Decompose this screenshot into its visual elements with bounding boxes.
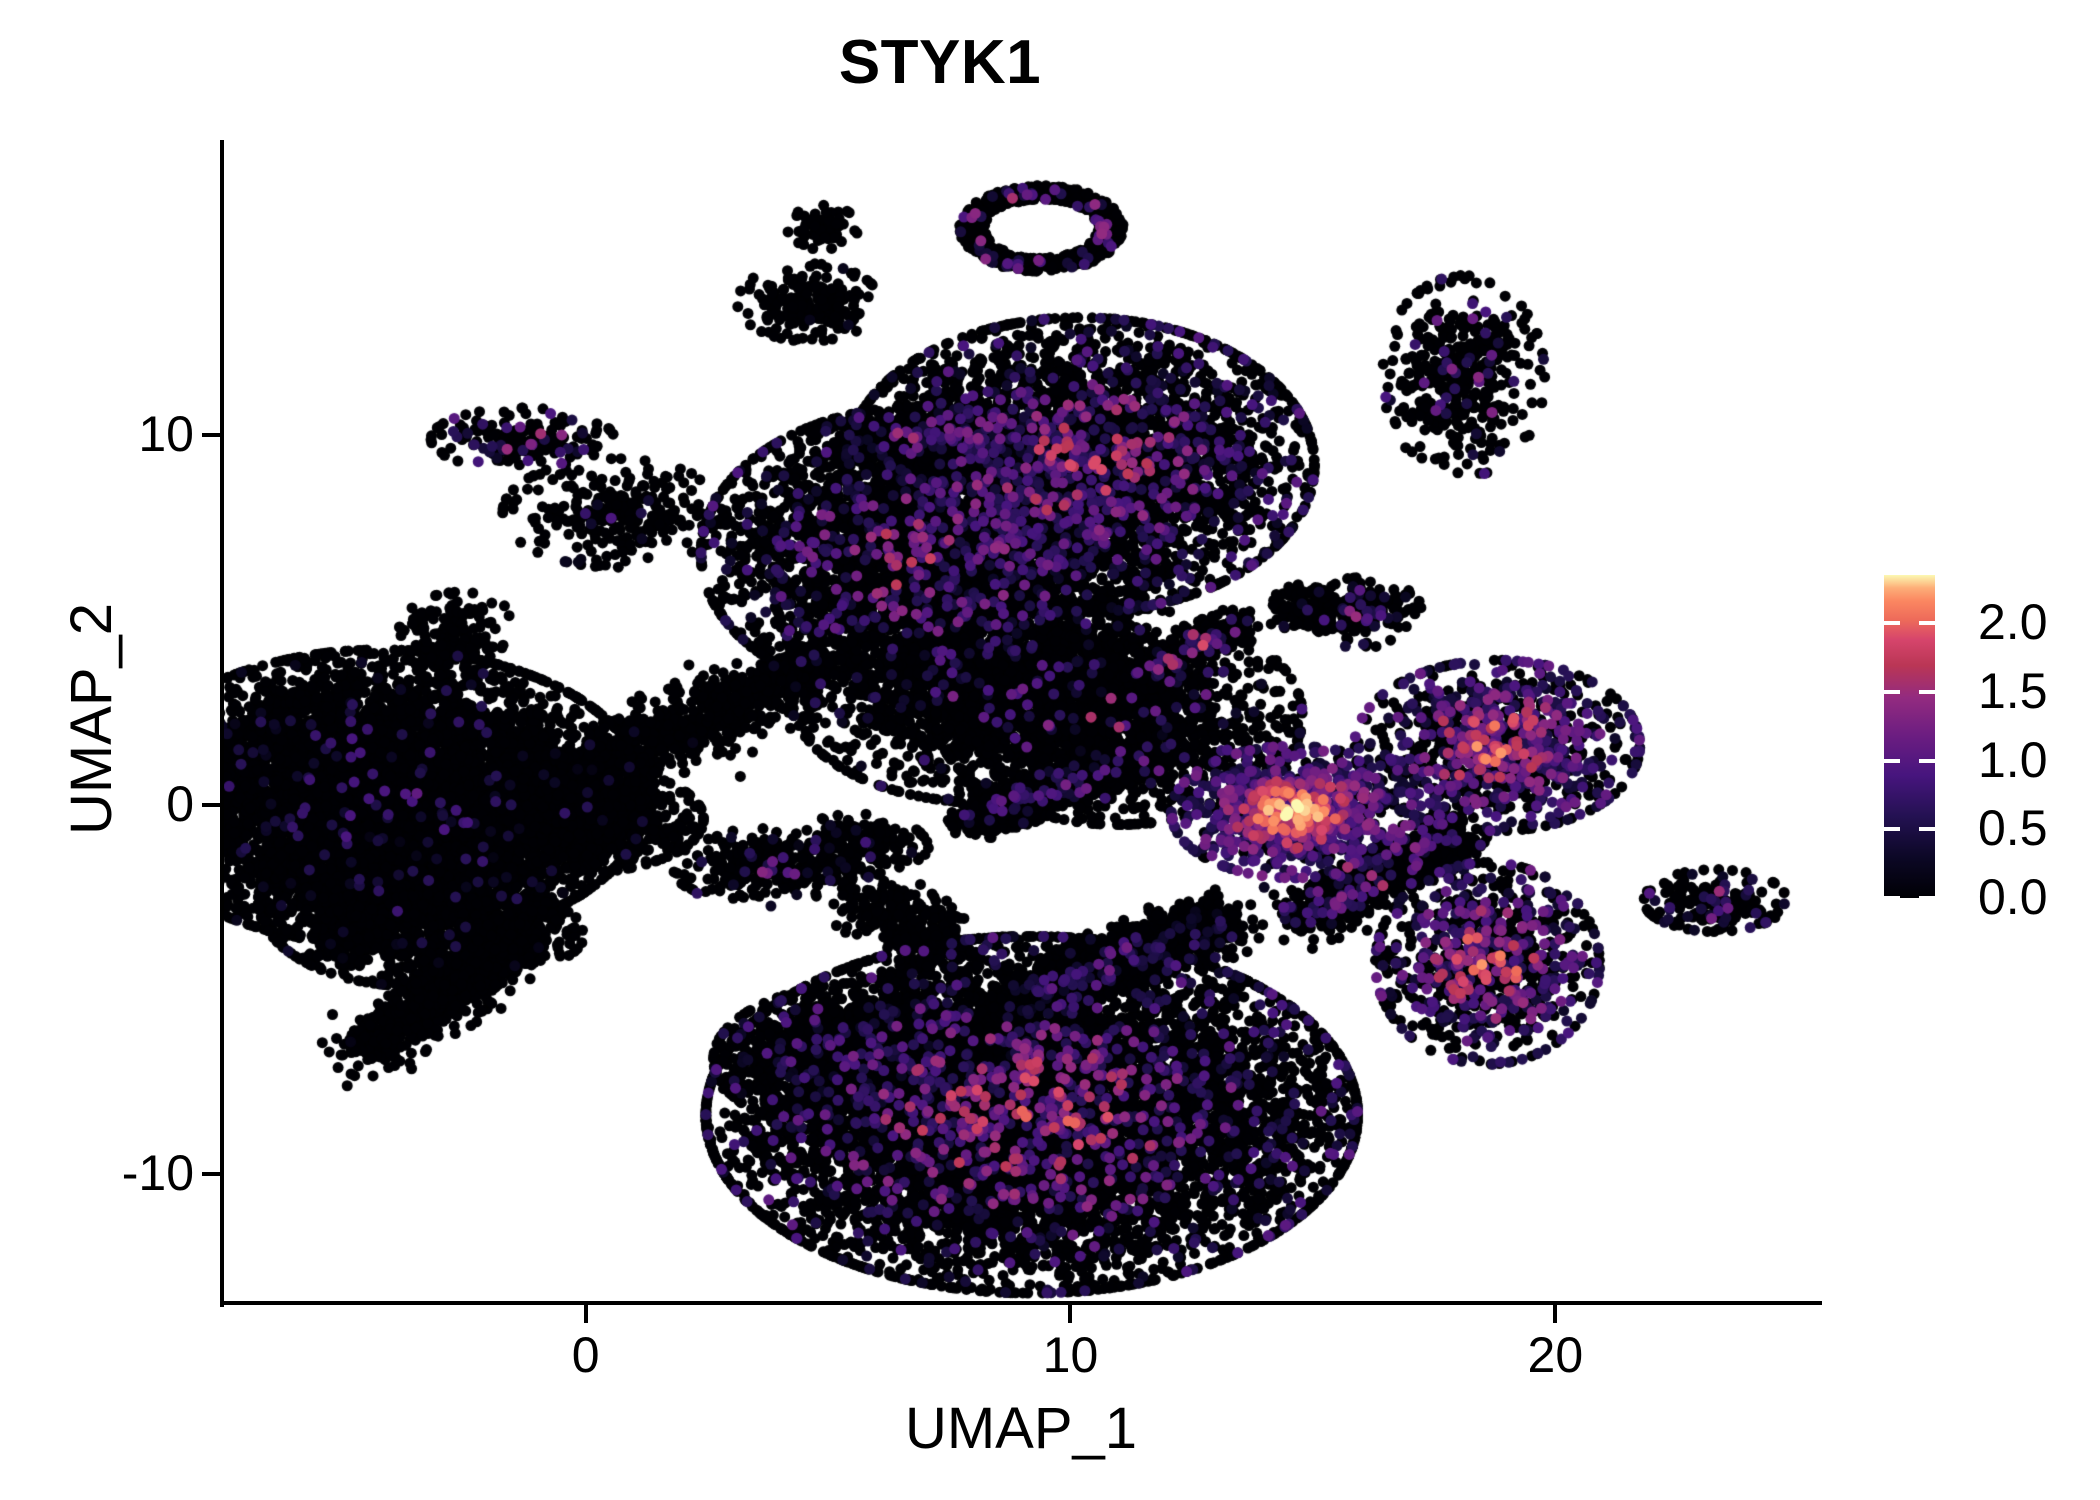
legend-tick-label: 0.0 xyxy=(1978,869,2048,925)
y-tick-mark xyxy=(202,433,220,438)
legend-tick-mark xyxy=(1919,758,1935,763)
y-tick-mark xyxy=(202,802,220,807)
x-axis-line xyxy=(220,1301,1822,1305)
x-tick-mark xyxy=(1068,1305,1073,1323)
x-tick-label: 20 xyxy=(1527,1327,1584,1383)
x-tick-label: 10 xyxy=(1042,1327,1099,1383)
y-axis-title: UMAP_2 xyxy=(59,602,124,836)
legend-tick-label: 2.0 xyxy=(1978,594,2048,651)
legend-tick-label: 1.5 xyxy=(1978,662,2048,719)
y-tick-mark xyxy=(202,1171,220,1176)
legend-tick-mark xyxy=(1884,621,1900,626)
color-legend: 2.0 1.5 1.0 0.5 0.0 xyxy=(1884,575,2094,922)
y-tick-label: 10 xyxy=(138,406,194,463)
legend-colorbar xyxy=(1884,575,1935,898)
scatter-plot-panel xyxy=(222,140,1822,1303)
legend-tick-mark xyxy=(1919,621,1935,626)
legend-tick-mark xyxy=(1884,689,1900,694)
legend-tick-mark xyxy=(1919,689,1935,694)
legend-tick-mark xyxy=(1884,758,1900,763)
legend-tick-mark xyxy=(1884,896,1900,900)
x-tick-mark xyxy=(583,1305,588,1323)
x-axis-title: UMAP_1 xyxy=(904,1396,1138,1461)
legend-tick-label: 1.0 xyxy=(1978,731,2048,788)
x-tick-label: 0 xyxy=(571,1327,600,1383)
legend-tick-mark xyxy=(1884,827,1900,832)
legend-tick-mark xyxy=(1919,827,1935,832)
legend-tick-mark xyxy=(1919,896,1935,900)
x-tick-mark xyxy=(1553,1305,1558,1323)
y-tick-label: 0 xyxy=(166,775,194,832)
umap-scatter-points xyxy=(222,140,1822,1303)
y-tick-label: -10 xyxy=(121,1144,194,1201)
y-axis-line xyxy=(220,140,224,1307)
page-title: STYK1 xyxy=(838,28,1042,97)
legend-tick-label: 0.5 xyxy=(1978,800,2048,857)
